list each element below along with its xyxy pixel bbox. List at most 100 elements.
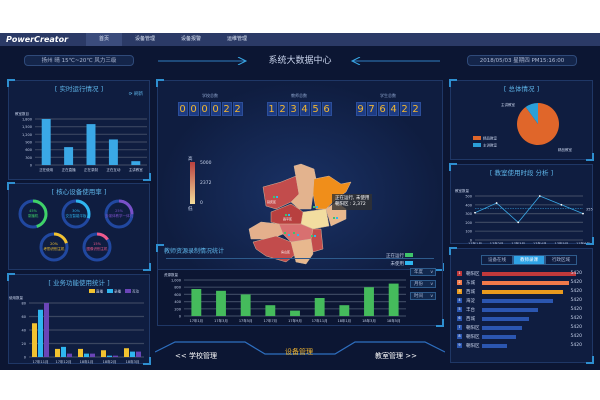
ranking-row[interactable]: 4 海淀 5420 — [457, 297, 588, 304]
pie-label: 精品教室 — [558, 147, 572, 152]
donut-percent: 45% — [29, 209, 37, 213]
x-tick-label: 17年1月 — [189, 318, 203, 323]
panel-title: 实时运行情况 — [55, 85, 103, 93]
rank-bar — [482, 334, 516, 339]
donut-arc — [39, 232, 69, 262]
nav-device-management[interactable]: 设备管理 — [135, 36, 156, 42]
donut-label: 录播机 — [28, 213, 39, 218]
ranking-row[interactable]: 5 丰台 5420 — [457, 306, 588, 313]
legend-unused[interactable]: 未使用 — [386, 261, 414, 269]
ranking-row[interactable]: 3 西城 5420 — [457, 288, 588, 295]
x-tick-label: 正在录制 — [84, 167, 98, 172]
refresh-button[interactable]: ⟳ 刷新 — [128, 92, 143, 97]
ranking-row[interactable]: 1 朝阳区 5420 — [457, 270, 588, 277]
map-scale[interactable]: 高 5000 2372 0 低 — [188, 156, 218, 216]
y-tick-label: 80 — [22, 302, 26, 306]
bar — [108, 139, 118, 165]
counter-digit: 2 — [221, 102, 232, 116]
legend-running[interactable]: 正在运行 — [386, 253, 414, 261]
bar — [101, 350, 106, 357]
x-tick-label: 18年5月 — [387, 318, 401, 323]
district-urban — [278, 223, 314, 243]
refresh-label: 刷新 — [134, 92, 143, 97]
panel-title: 教师资源录制情况统计 — [164, 248, 225, 255]
panel-title: 业务功能使用统计 — [48, 279, 109, 287]
bar — [216, 290, 226, 316]
nav-home[interactable]: 首页 — [86, 33, 123, 46]
donut-label: 交互智能平板 — [66, 213, 87, 218]
donut-arc — [61, 199, 91, 229]
rank-name: 西城 — [466, 289, 475, 295]
tab-teacher-recording[interactable]: 教师录课 — [513, 255, 545, 265]
nav-operations[interactable]: 运维管理 — [227, 36, 248, 42]
time-select[interactable]: 时间 — [410, 292, 436, 300]
rank-value: 5420 — [570, 334, 582, 339]
x-tick-label: 正在使用 — [39, 167, 53, 172]
legend-label: 互动 — [132, 289, 139, 294]
rank-value: 5420 — [570, 307, 582, 312]
current-device-management[interactable]: 设备管理 — [285, 348, 313, 356]
logo: PowerCreator — [6, 35, 69, 44]
counter-digit: 6 — [321, 102, 332, 116]
bar — [38, 309, 43, 357]
data-point — [582, 212, 584, 215]
x-tick-label: 17年5月 — [555, 241, 569, 244]
ranking-row[interactable]: 8 朝阳区 5420 — [457, 333, 588, 340]
bar — [113, 355, 118, 357]
donut-label: 图像识别主机 — [87, 246, 108, 251]
next-classroom-management[interactable]: 教室管理 >> — [375, 352, 417, 360]
counter-digit: 0 — [188, 102, 199, 116]
datetime: 2018/05/03 星期四 PM15:16:00 — [467, 55, 577, 66]
month-select[interactable]: 月份 — [410, 280, 436, 288]
x-tick-label: 17年9月 — [288, 318, 302, 323]
scale-min: 0 — [200, 201, 203, 206]
rank-bar — [482, 289, 563, 294]
rank-bar — [482, 307, 539, 312]
tooltip-line: 朝阳区 : 2,372 — [335, 202, 366, 207]
x-tick-label: 17年3月 — [511, 241, 525, 244]
business-panel: 业务功能使用统计 使用数量 0 20 40 60 80 直播 录播 互动 17年11月 17年12月… — [7, 273, 151, 365]
y-tick-label: 0 — [179, 315, 181, 319]
donut-label: 考勤识别主机 — [44, 246, 65, 251]
donut-percent: 20% — [50, 242, 58, 246]
bar — [67, 353, 72, 357]
counter-digit: 4 — [299, 102, 310, 116]
bar — [41, 119, 51, 165]
ranking-row[interactable]: 7 朝阳区 5420 — [457, 324, 588, 331]
y-tick-label: 900 — [25, 141, 32, 145]
ranking-row[interactable]: 9 朝阳区 5420 — [457, 342, 588, 349]
rank-number: 1 — [457, 271, 462, 276]
rank-bar — [482, 298, 553, 303]
ranking-row[interactable]: 6 西城 5420 — [457, 315, 588, 322]
map-legend: 正在运行 未使用 — [386, 253, 414, 269]
rank-value: 5420 — [570, 280, 582, 285]
y-tick-label: 300 — [25, 156, 32, 160]
timeslot-line-chart: 教室数量 0 100 200 300 400 500 355 17年1月 17年2月 17年3月 17… — [455, 188, 593, 244]
district-mentougou — [248, 221, 284, 240]
map-panel: 学校总数 0 0 0 0 2 2 教师总数 1 2 3 4 5 6 学生总数 9 7 6 4 2 2 高 5000 … — [156, 79, 444, 271]
tab-device-online[interactable]: 设备在线 — [481, 255, 513, 265]
tab-admin-region[interactable]: 行政区域 — [545, 255, 577, 265]
district-labels: 延庆区 昌平区 房山区 — [267, 199, 292, 254]
data-point — [517, 221, 520, 224]
bar — [388, 283, 399, 316]
rank-name: 朝阳区 — [466, 343, 480, 349]
average-label: 355 — [586, 207, 593, 211]
rank-bar — [482, 316, 529, 321]
bar — [314, 298, 325, 316]
bar — [78, 348, 83, 357]
legend-label: 录播 — [114, 289, 121, 294]
nav-device-alarm[interactable]: 设备报警 — [181, 36, 202, 42]
bar — [107, 355, 112, 357]
prev-school-management[interactable]: << 学校管理 — [175, 352, 217, 360]
x-tick-label: 17年6月 — [576, 241, 590, 244]
counter-digit: 0 — [177, 102, 188, 116]
ranking-row[interactable]: 2 东城 5420 — [457, 279, 588, 286]
counter-digit: 9 — [355, 102, 366, 116]
y-axis-label: 资源数量 — [164, 272, 178, 277]
y-tick-label: 600 — [174, 293, 181, 297]
beijing-map[interactable]: 延庆区 昌平区 房山区 — [241, 154, 381, 274]
year-select[interactable]: 年度 — [410, 268, 436, 276]
bar — [240, 294, 251, 316]
